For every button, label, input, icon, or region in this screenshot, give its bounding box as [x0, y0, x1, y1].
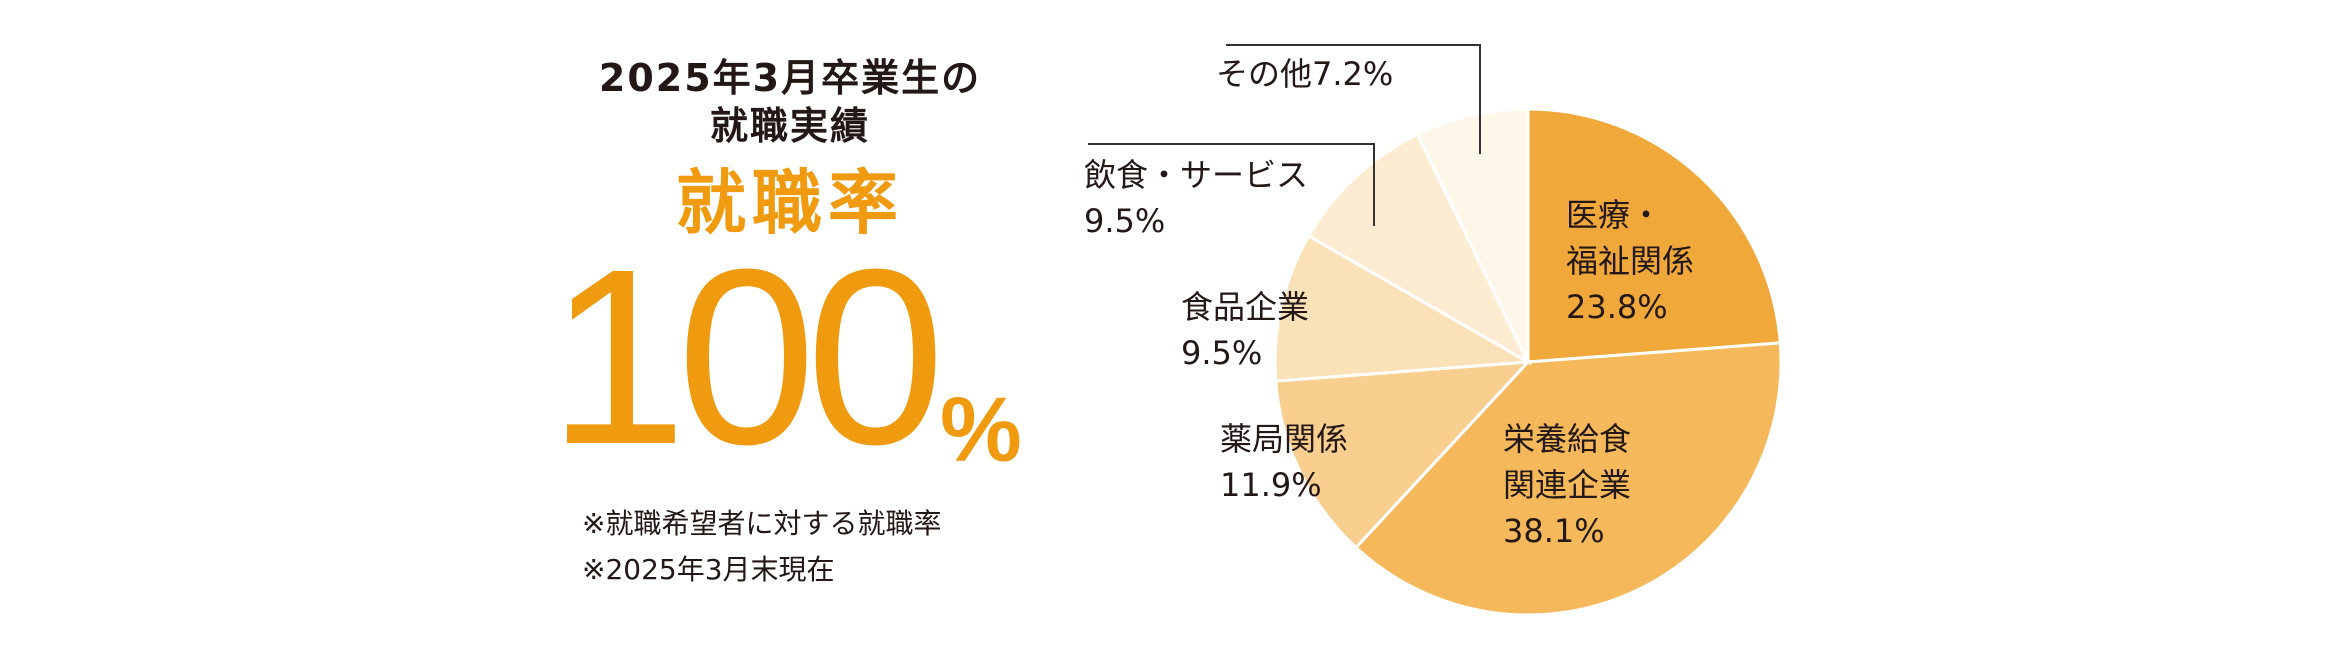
employment-rate-value: 100: [548, 217, 945, 496]
heading-line-2: 就職実績: [709, 104, 870, 148]
footnote-rate-basis: ※就職希望者に対する就職率: [582, 507, 942, 540]
slice-2-percent-label: 38.1%: [1503, 512, 1605, 550]
slice-2-name-line-1: 栄養給食: [1503, 420, 1631, 458]
pie-slice-1: [1526, 107, 1782, 364]
slice-1-name-line-1: 医療・: [1566, 196, 1662, 234]
leader-line-other: [1226, 44, 1481, 154]
slice-3-name-line-1: 薬局関係: [1220, 420, 1348, 458]
slice-5-percent-label: 9.5%: [1084, 202, 1165, 240]
leader-line-food-service: [1088, 143, 1375, 226]
slice-5-name-line-1: 飲食・サービス: [1084, 156, 1308, 194]
footnote-as-of-date: ※2025年3月末現在: [582, 553, 835, 586]
slice-1-name-line-2: 福祉関係: [1566, 242, 1694, 280]
employment-rate-label: 就職率: [676, 162, 904, 244]
pie-slice-5: [1306, 132, 1532, 366]
pie-slice-3: [1274, 360, 1532, 550]
slice-2-name-line-2: 関連企業: [1503, 466, 1631, 504]
slice-1-percent-label: 23.8%: [1566, 288, 1668, 326]
heading-line-1: 2025年3月卒業生の: [598, 56, 982, 100]
pie-slice-4: [1273, 233, 1533, 383]
slice-3-percent-label: 11.9%: [1220, 466, 1322, 504]
employment-rate-unit: %: [940, 379, 1022, 481]
slice-4-percent-label: 9.5%: [1181, 334, 1262, 372]
pie-slice-2: [1353, 341, 1783, 617]
slice-4-name-line-1: 食品企業: [1181, 288, 1309, 326]
slice-6-name-line-1: その他7.2%: [1216, 55, 1393, 93]
pie-slice-6: [1415, 107, 1530, 363]
